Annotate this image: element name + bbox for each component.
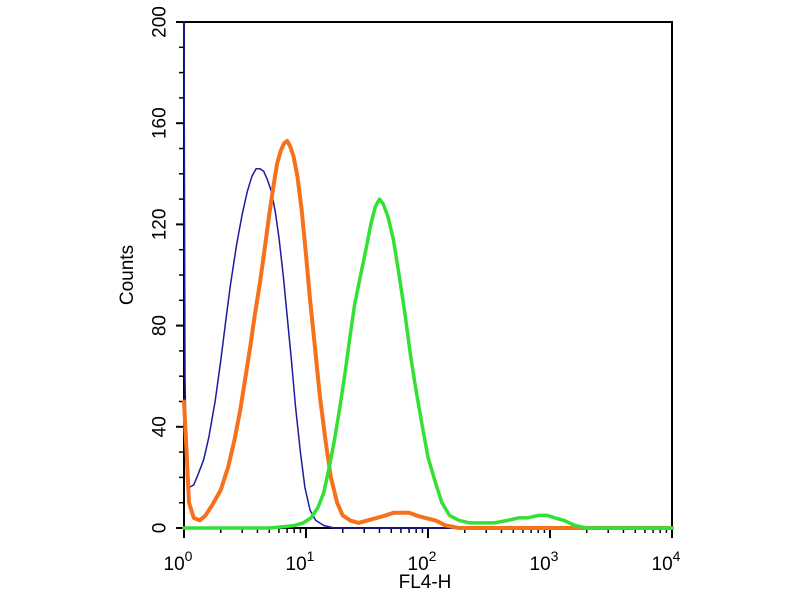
series-layer [182,21,674,530]
x-tick-label: 100 [164,548,193,575]
y-tick-label: 80 [150,315,171,336]
y-axis-title: Counts [117,245,138,305]
y-axis: 0 40 80 120 160 200 [150,6,184,534]
x-axis: 100 101 102 103 104 [164,528,681,575]
series-line-2 [182,138,674,530]
series-line-3 [182,197,674,530]
x-tick-label: 102 [408,548,437,575]
x-tick-label: 101 [286,548,315,575]
y-tick-label: 160 [150,107,171,139]
y-tick-label: 120 [150,209,171,241]
x-tick-label: 104 [652,548,681,575]
series-line-1 [183,21,673,529]
y-tick-label: 0 [150,523,171,534]
x-tick-label: 103 [530,548,559,575]
x-axis-title: FL4-H [399,572,452,593]
y-tick-label: 40 [150,416,171,437]
y-tick-label: 200 [150,6,171,38]
